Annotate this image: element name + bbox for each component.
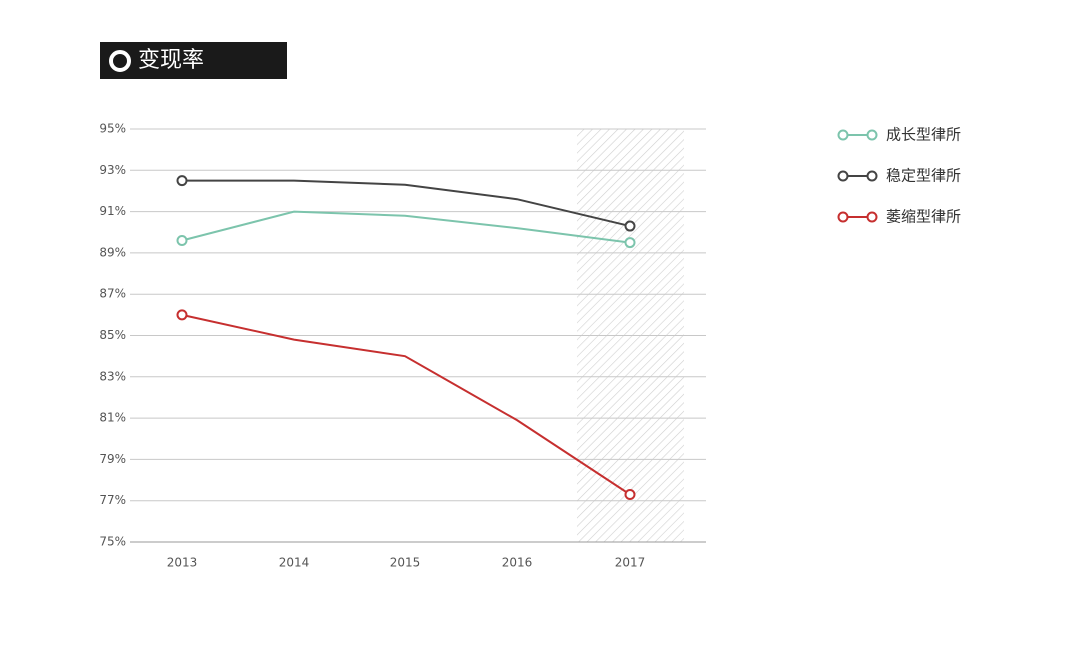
point-marker	[624, 489, 636, 501]
chart-title: 变现率	[138, 48, 204, 73]
y-tick-label: 89%	[99, 245, 126, 259]
title-icon	[109, 50, 131, 72]
point-marker	[624, 220, 636, 232]
y-tick-label: 87%	[99, 287, 126, 301]
legend-label: 成长型律所	[886, 126, 961, 144]
legend-marker	[837, 170, 849, 182]
y-tick-label: 79%	[99, 452, 126, 466]
x-tick-label: 2016	[502, 556, 533, 570]
point-marker	[176, 309, 188, 321]
title-box	[100, 42, 287, 79]
legend-marker	[866, 211, 878, 223]
x-tick-label: 2013	[167, 556, 198, 570]
legend-marker	[837, 129, 849, 141]
y-tick-label: 77%	[99, 493, 126, 507]
legend-marker	[837, 211, 849, 223]
legend-marker	[866, 129, 878, 141]
y-tick-label: 91%	[99, 204, 126, 218]
series-line	[181, 313, 631, 496]
point-marker	[624, 237, 636, 249]
series-line	[182, 179, 631, 228]
y-tick-label: 81%	[99, 411, 126, 425]
y-tick-label: 95%	[99, 122, 126, 136]
x-tick-label: 2014	[279, 556, 310, 570]
legend-marker	[866, 170, 878, 182]
legend-label: 稳定型律所	[886, 167, 961, 185]
y-tick-label: 83%	[99, 369, 126, 383]
legend-label: 萎缩型律所	[886, 208, 961, 226]
y-tick-label: 75%	[99, 535, 126, 549]
point-marker	[176, 175, 188, 187]
y-tick-label: 93%	[99, 163, 126, 177]
series-line	[181, 210, 631, 244]
x-tick-label: 2017	[615, 556, 646, 570]
x-tick-label: 2015	[390, 556, 421, 570]
point-marker	[176, 235, 188, 247]
y-tick-label: 85%	[99, 328, 126, 342]
